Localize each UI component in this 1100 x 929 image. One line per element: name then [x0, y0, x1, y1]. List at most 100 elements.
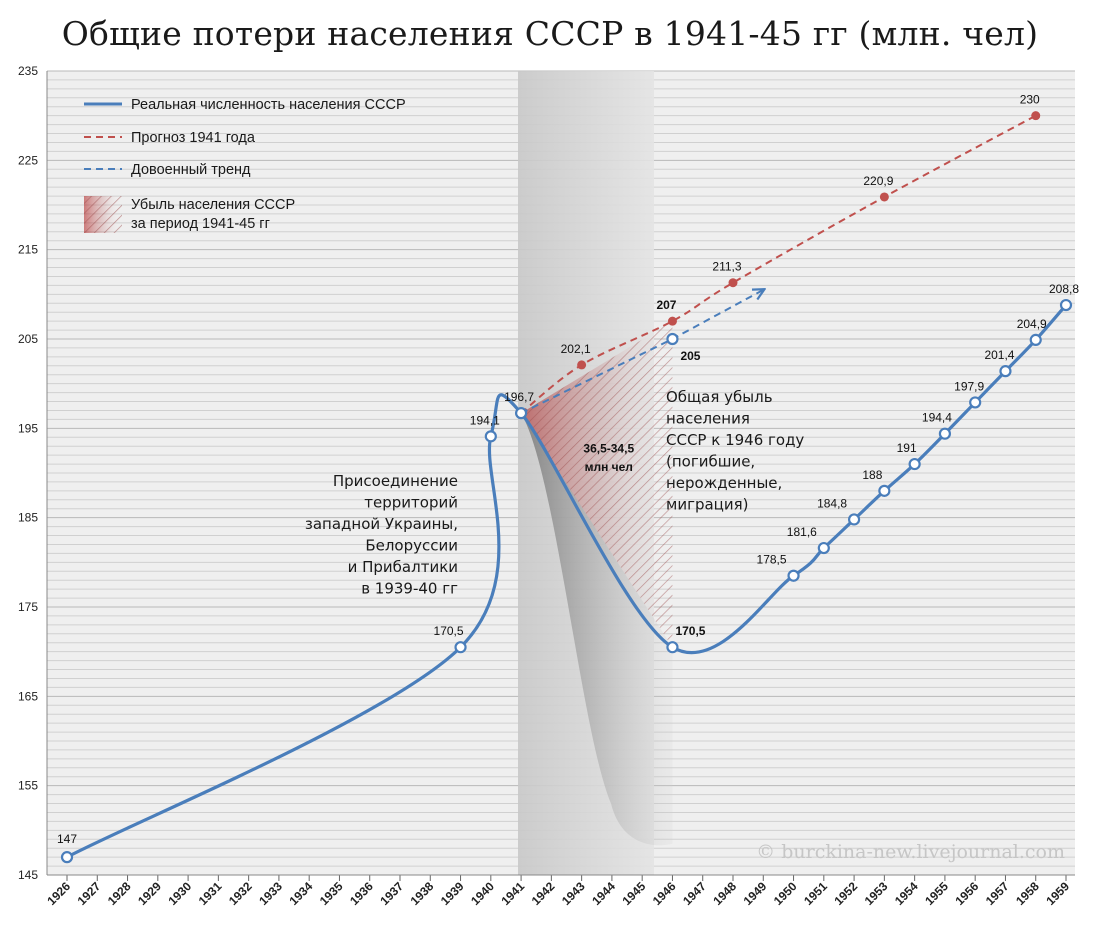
real-data-label: 201,4: [984, 348, 1014, 362]
real-data-label: 188: [862, 468, 882, 482]
real-data-label: 194,4: [922, 411, 952, 425]
y-tick-label: 215: [18, 243, 38, 257]
forecast-data-label: 220,9: [863, 174, 893, 188]
x-tick-label: 1956: [953, 879, 982, 908]
x-tick-label: 1951: [801, 879, 830, 908]
x-tick-label: 1932: [226, 879, 255, 908]
y-tick-label: 175: [18, 600, 38, 614]
x-tick-label: 1959: [1043, 879, 1072, 908]
chart-title: Общие потери населения СССР в 1941-45 гг…: [61, 14, 1039, 53]
x-tick-label: 1945: [620, 879, 649, 908]
forecast-data-label: 202,1: [561, 342, 591, 356]
x-tick-label: 1936: [347, 879, 376, 908]
y-tick-label: 185: [18, 511, 38, 525]
real-point: [666, 641, 679, 654]
y-tick-label: 225: [18, 153, 38, 167]
real-data-label: 170,5: [675, 624, 705, 638]
x-tick-label: 1944: [589, 879, 618, 908]
real-point: [787, 569, 800, 582]
x-tick-label: 1949: [741, 879, 770, 908]
x-tick-label: 1941: [498, 879, 527, 908]
y-tick-label: 205: [18, 332, 38, 346]
legend-entry-loss: Убыль населения СССР за период 1941-45 г…: [131, 197, 299, 232]
real-point: [817, 541, 830, 555]
forecast-data-label: 211,3: [712, 260, 741, 274]
watermark: © burckina-new.livejournal.com: [756, 841, 1065, 863]
real-point: [1029, 333, 1042, 346]
real-data-label: 196,7: [504, 390, 534, 404]
loss-unit-label: млн чел: [585, 460, 633, 474]
chart-legend: Реальная численность населения СССР Прог…: [84, 97, 406, 233]
x-tick-label: 1927: [75, 879, 104, 908]
x-tick-label: 1958: [1013, 879, 1042, 908]
x-tick-label: 1948: [710, 879, 739, 908]
real-data-label: 178,5: [757, 553, 787, 567]
x-tick-label: 1946: [650, 879, 679, 908]
real-point: [938, 427, 952, 440]
real-data-label: 204,9: [1017, 317, 1047, 331]
real-data-label: 194,1: [470, 413, 500, 427]
real-point: [514, 407, 528, 420]
x-tick-label: 1928: [105, 879, 134, 908]
x-tick-label: 1933: [256, 879, 285, 908]
x-tick-label: 1934: [287, 879, 316, 908]
x-tick-label: 1942: [529, 879, 558, 908]
y-tick-label: 145: [18, 868, 38, 882]
trend-point: [666, 332, 679, 346]
legend-entry-forecast: Прогноз 1941 года: [131, 130, 256, 146]
annexation-note: Присоединение территорий западной Украины,…: [305, 472, 458, 598]
loss-hatch: [521, 321, 673, 648]
loss-shadow: [521, 413, 673, 846]
real-point: [847, 513, 861, 526]
real-data-label: 147: [57, 832, 77, 846]
loss-value-label: 36,5-34,5: [583, 441, 634, 455]
x-tick-label: 1929: [135, 879, 164, 908]
real-point: [969, 396, 982, 409]
x-tick-label: 1939: [438, 879, 467, 908]
x-tick-label: 1935: [317, 879, 346, 908]
x-tick-label: 1953: [862, 879, 891, 908]
real-point: [1059, 298, 1073, 312]
real-point: [454, 641, 467, 654]
real-point: [908, 457, 921, 471]
forecast-point: [879, 192, 889, 202]
x-tick-label: 1930: [165, 879, 194, 908]
forecast-point: [1031, 111, 1041, 121]
real-data-label: 197,9: [954, 379, 984, 393]
legend-entry-real: Реальная численность населения СССР: [131, 97, 406, 113]
forecast-point: [728, 278, 738, 288]
y-tick-label: 155: [18, 779, 38, 793]
real-point: [60, 851, 74, 864]
x-tick-label: 1954: [892, 879, 921, 908]
real-data-label: 191: [897, 441, 917, 455]
trend-data-label: 205: [680, 349, 700, 363]
total-loss-note: Общая убыль населения СССР к 1946 году (пог…: [666, 388, 804, 514]
real-data-label: 170,5: [434, 624, 464, 638]
forecast-point: [667, 316, 677, 326]
y-tick-label: 235: [18, 64, 38, 78]
forecast-point: [577, 360, 587, 370]
real-data-label: 208,8: [1049, 282, 1079, 296]
legend-entry-trend: Довоенный тренд: [131, 162, 251, 178]
real-data-label: 181,6: [787, 525, 817, 539]
real-point: [999, 365, 1012, 378]
y-tick-label: 195: [18, 421, 38, 435]
y-tick-label: 165: [18, 689, 38, 703]
x-tick-label: 1957: [983, 879, 1012, 908]
x-tick-label: 1947: [680, 879, 709, 908]
real-data-label: 184,8: [817, 496, 847, 510]
x-tick-label: 1931: [196, 879, 225, 908]
x-tick-label: 1943: [559, 879, 588, 908]
forecast-data-label: 207: [656, 298, 676, 312]
x-tick-label: 1926: [44, 879, 73, 908]
x-tick-label: 1952: [831, 879, 860, 908]
real-point: [878, 484, 891, 497]
x-tick-label: 1950: [771, 879, 800, 908]
forecast-data-label: 230: [1020, 93, 1040, 107]
x-tick-label: 1940: [468, 879, 497, 908]
x-tick-label: 1938: [408, 879, 437, 908]
x-tick-label: 1955: [922, 879, 951, 908]
x-tick-label: 1937: [377, 879, 406, 908]
real-point: [484, 430, 497, 443]
